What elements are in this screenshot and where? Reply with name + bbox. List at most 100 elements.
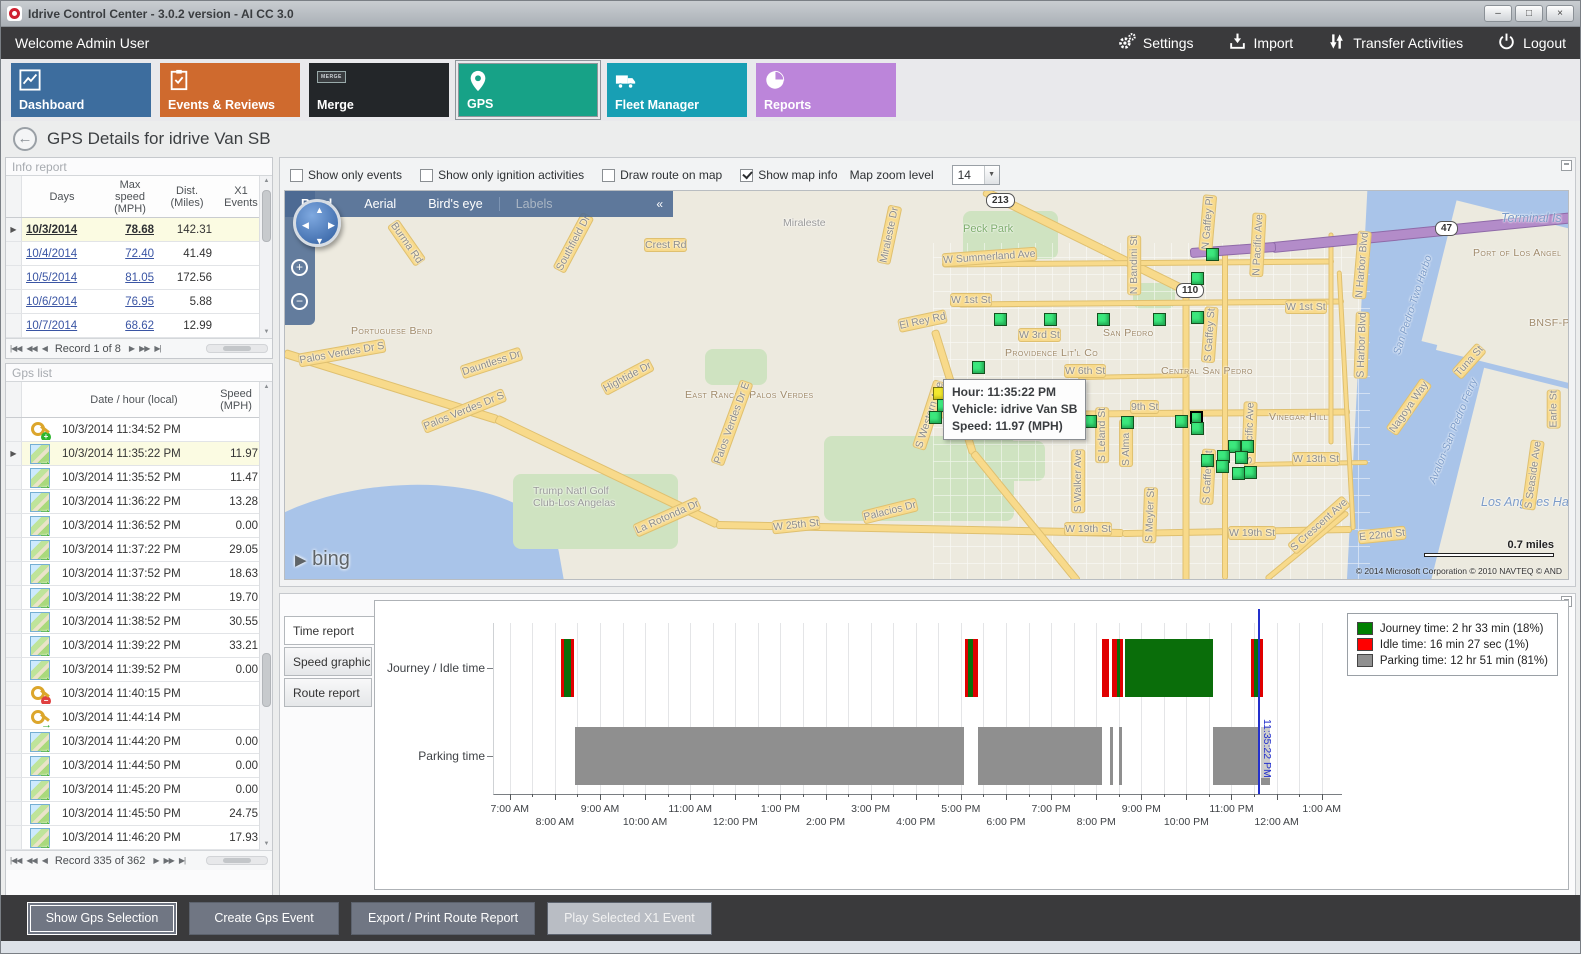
tab-speed-graphic[interactable]: Speed graphic (284, 647, 372, 676)
gps-marker[interactable] (1175, 415, 1188, 428)
gps-row[interactable]: 10/3/2014 11:45:20 PM 0.00 (6, 778, 272, 802)
tab-route-report[interactable]: Route report (284, 678, 372, 707)
gps-marker[interactable] (1228, 440, 1241, 453)
gps-marker[interactable] (1153, 313, 1166, 326)
export-print-route-report-button[interactable]: Export / Print Route Report (351, 901, 536, 935)
gps-marker[interactable] (1191, 422, 1204, 435)
gps-row[interactable]: 10/3/2014 11:37:22 PM 29.05 (6, 538, 272, 562)
pager-h-scrollbar[interactable] (206, 856, 268, 865)
gps-v-scrollbar[interactable]: ▲ ▼ (259, 382, 272, 850)
pager-back-button-1[interactable]: ◀◀ (26, 856, 37, 865)
checkbox-box[interactable] (420, 168, 434, 182)
menu-item-logout[interactable]: Logout (1497, 32, 1566, 54)
day-link[interactable]: 10/7/2014 (26, 319, 78, 332)
gps-marker[interactable] (1201, 454, 1214, 467)
gps-row[interactable]: 10/3/2014 11:44:20 PM 0.00 (6, 730, 272, 754)
gps-marker[interactable] (1206, 248, 1219, 261)
v-scroll-thumb[interactable] (262, 653, 271, 708)
zoom-in-icon[interactable]: + (291, 259, 308, 276)
pager-forward-button-2[interactable]: ▶| (154, 344, 161, 353)
day-link[interactable]: 10/5/2014 (26, 271, 78, 284)
tile-reports[interactable]: Reports (756, 63, 896, 117)
pager-back-button-1[interactable]: ◀◀ (26, 344, 37, 353)
menu-item-settings[interactable]: Settings (1117, 32, 1194, 54)
gps-row[interactable]: → 10/3/2014 11:44:14 PM (6, 706, 272, 730)
gps-marker[interactable] (1244, 466, 1257, 479)
gps-marker[interactable] (1044, 313, 1057, 326)
pager-forward-button-1[interactable]: ▶▶ (139, 344, 150, 353)
collapse-map-panel-icon[interactable] (1561, 160, 1572, 171)
checkbox-box[interactable] (740, 168, 754, 182)
gps-row[interactable]: 10/3/2014 11:36:52 PM 0.00 (6, 514, 272, 538)
collapse-style-bar-icon[interactable]: « (656, 197, 663, 211)
pager-forward-button-2[interactable]: ▶| (178, 856, 186, 865)
checkbox-show-only-ignition-activities[interactable]: Show only ignition activities (420, 168, 584, 182)
pager-forward-button-0[interactable]: ▶ (128, 344, 135, 353)
tile-fleet[interactable]: Fleet Manager (607, 63, 747, 117)
pager-back-button-0[interactable]: |◀◀ (10, 856, 22, 865)
maximize-button[interactable]: □ (1515, 5, 1543, 22)
back-button[interactable]: ← (13, 127, 37, 151)
pager-back-button-0[interactable]: |◀◀ (10, 344, 22, 353)
gps-row[interactable]: 10/3/2014 11:39:22 PM 33.21 (6, 634, 272, 658)
checkbox-show-only-events[interactable]: Show only events (290, 168, 402, 182)
gps-marker[interactable] (929, 411, 942, 424)
max-speed-link[interactable]: 78.68 (125, 223, 154, 236)
scroll-up-icon[interactable]: ▲ (263, 384, 270, 390)
show-gps-selection-button[interactable]: Show Gps Selection (27, 901, 177, 935)
gps-marker[interactable] (1216, 460, 1229, 473)
map-style-aerial[interactable]: Aerial (364, 197, 397, 211)
checkbox-show-map-info[interactable]: Show map info (740, 168, 838, 182)
gps-marker[interactable] (994, 313, 1007, 326)
gps-marker[interactable] (1191, 311, 1204, 324)
table-row[interactable]: 10/7/2014 68.62 12.99 (6, 314, 272, 338)
map-style-birdseye[interactable]: Bird's eye (428, 197, 483, 211)
zoom-out-icon[interactable]: − (291, 293, 308, 310)
pager-back-button-2[interactable]: ◀ (41, 856, 48, 865)
minimize-button[interactable]: – (1484, 5, 1512, 22)
gps-row[interactable]: 10/3/2014 11:39:52 PM 0.00 (6, 658, 272, 682)
pager-forward-button-1[interactable]: ▶▶ (163, 856, 175, 865)
day-link[interactable]: 10/3/2014 (26, 223, 78, 236)
tile-dashboard[interactable]: Dashboard (11, 63, 151, 117)
checkbox-draw-route-on-map[interactable]: Draw route on map (602, 168, 722, 182)
h-scroll-thumb[interactable] (223, 858, 251, 863)
table-row[interactable]: ▶ 10/3/2014 78.68 142.31 (6, 218, 272, 242)
gps-marker[interactable] (1121, 416, 1134, 429)
pager-h-scrollbar[interactable] (206, 344, 268, 353)
gps-row[interactable]: +10/3/2014 11:34:52 PM (6, 418, 272, 442)
day-link[interactable]: 10/4/2014 (26, 247, 78, 260)
scroll-down-icon[interactable]: ▼ (263, 329, 270, 335)
gps-row[interactable]: 10/3/2014 11:37:52 PM 18.63 (6, 562, 272, 586)
map-zoom-dropdown[interactable]: 14 ▼ (951, 165, 1000, 185)
gps-row[interactable]: 10/3/2014 11:44:50 PM 0.00 (6, 754, 272, 778)
bing-map[interactable]: Miraleste Crest Rd Burma Rd Southfield Dr Mi… (284, 190, 1569, 580)
table-row[interactable]: 10/5/2014 81.05 172.56 (6, 266, 272, 290)
map-compass[interactable]: ▲ ▼ ◀ ▶ (293, 199, 341, 247)
gps-row[interactable]: 10/3/2014 11:35:52 PM 11.47 (6, 466, 272, 490)
h-scroll-thumb[interactable] (223, 346, 251, 351)
scroll-up-icon[interactable]: ▲ (263, 178, 270, 184)
tile-gps[interactable]: GPS (455, 60, 601, 120)
table-row[interactable]: 10/6/2014 76.95 5.88 (6, 290, 272, 314)
max-speed-link[interactable]: 76.95 (125, 295, 154, 308)
info-v-scrollbar[interactable]: ▲ ▼ (259, 176, 272, 338)
pager-forward-button-0[interactable]: ▶ (153, 856, 159, 865)
menu-item-transfer[interactable]: Transfer Activities (1327, 32, 1463, 54)
checkbox-box[interactable] (290, 168, 303, 182)
gps-marker[interactable] (1097, 313, 1110, 326)
max-speed-link[interactable]: 72.40 (125, 247, 154, 260)
gps-marker[interactable] (972, 361, 985, 374)
max-speed-link[interactable]: 68.62 (125, 319, 154, 332)
tab-time-report[interactable]: Time report (284, 616, 376, 645)
gps-row[interactable]: ▶ 10/3/2014 11:35:22 PM 11.97 (6, 442, 272, 466)
gps-row[interactable]: 10/3/2014 11:36:22 PM 13.28 (6, 490, 272, 514)
day-link[interactable]: 10/6/2014 (26, 295, 78, 308)
gps-row[interactable]: − 10/3/2014 11:40:15 PM (6, 682, 272, 706)
max-speed-link[interactable]: 81.05 (125, 271, 154, 284)
scroll-down-icon[interactable]: ▼ (263, 841, 270, 847)
v-scroll-thumb[interactable] (262, 190, 271, 242)
gps-row[interactable]: 10/3/2014 11:38:22 PM 19.70 (6, 586, 272, 610)
table-row[interactable]: 10/4/2014 72.40 41.49 (6, 242, 272, 266)
gps-row[interactable]: 10/3/2014 11:45:50 PM 24.75 (6, 802, 272, 826)
